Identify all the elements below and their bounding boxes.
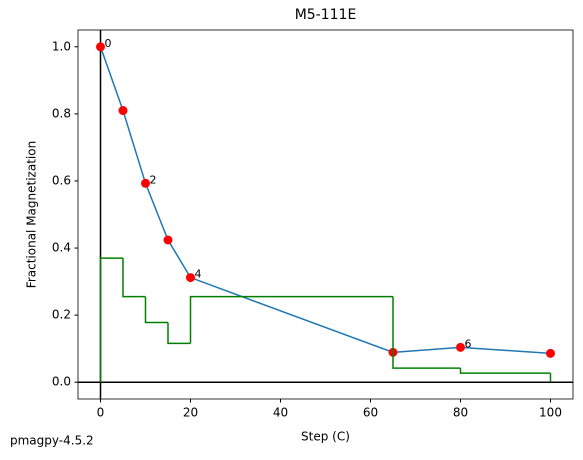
data-point (456, 342, 465, 352)
x-tick-label: 100 (539, 406, 562, 420)
step-segment (99, 257, 123, 383)
point-label: 4 (195, 268, 202, 281)
data-point (186, 273, 195, 283)
data-line (99, 46, 551, 355)
data-point (163, 235, 173, 245)
point-label: 6 (465, 337, 472, 350)
y-axis-label: Fractional Magnetization (25, 141, 39, 288)
data-point (546, 348, 555, 358)
point-label: 2 (150, 173, 157, 186)
x-tick-label: 60 (363, 406, 378, 420)
x-tick-label: 20 (183, 406, 198, 420)
footer: pmagpy-4.5.2 (10, 434, 94, 448)
y-tick-label: 0.4 (52, 241, 71, 255)
step-segment (167, 322, 191, 345)
y-tick-label: 0.2 (52, 308, 71, 322)
point-label: 0 (105, 37, 112, 50)
step-segment (122, 258, 146, 298)
y-tick-label: 0.0 (52, 375, 71, 389)
step-segment (459, 368, 551, 374)
chart-title: M5-111E (295, 7, 357, 23)
plot-frame (77, 29, 574, 400)
y-tick-label: 1.0 (52, 39, 71, 53)
x-axis-label: Step (C) (301, 430, 350, 444)
data-point (118, 106, 128, 116)
data-point (141, 178, 150, 188)
x-tick-label: 40 (273, 406, 288, 420)
step-segment (144, 296, 168, 324)
step-segment (392, 296, 461, 369)
y-tick-label: 0.8 (52, 106, 71, 120)
data-point (96, 42, 105, 52)
step-segment (189, 295, 393, 344)
y-tick-label: 0.6 (52, 173, 71, 187)
x-tick-label: 80 (453, 406, 468, 420)
x-tick-label: 0 (97, 406, 105, 420)
